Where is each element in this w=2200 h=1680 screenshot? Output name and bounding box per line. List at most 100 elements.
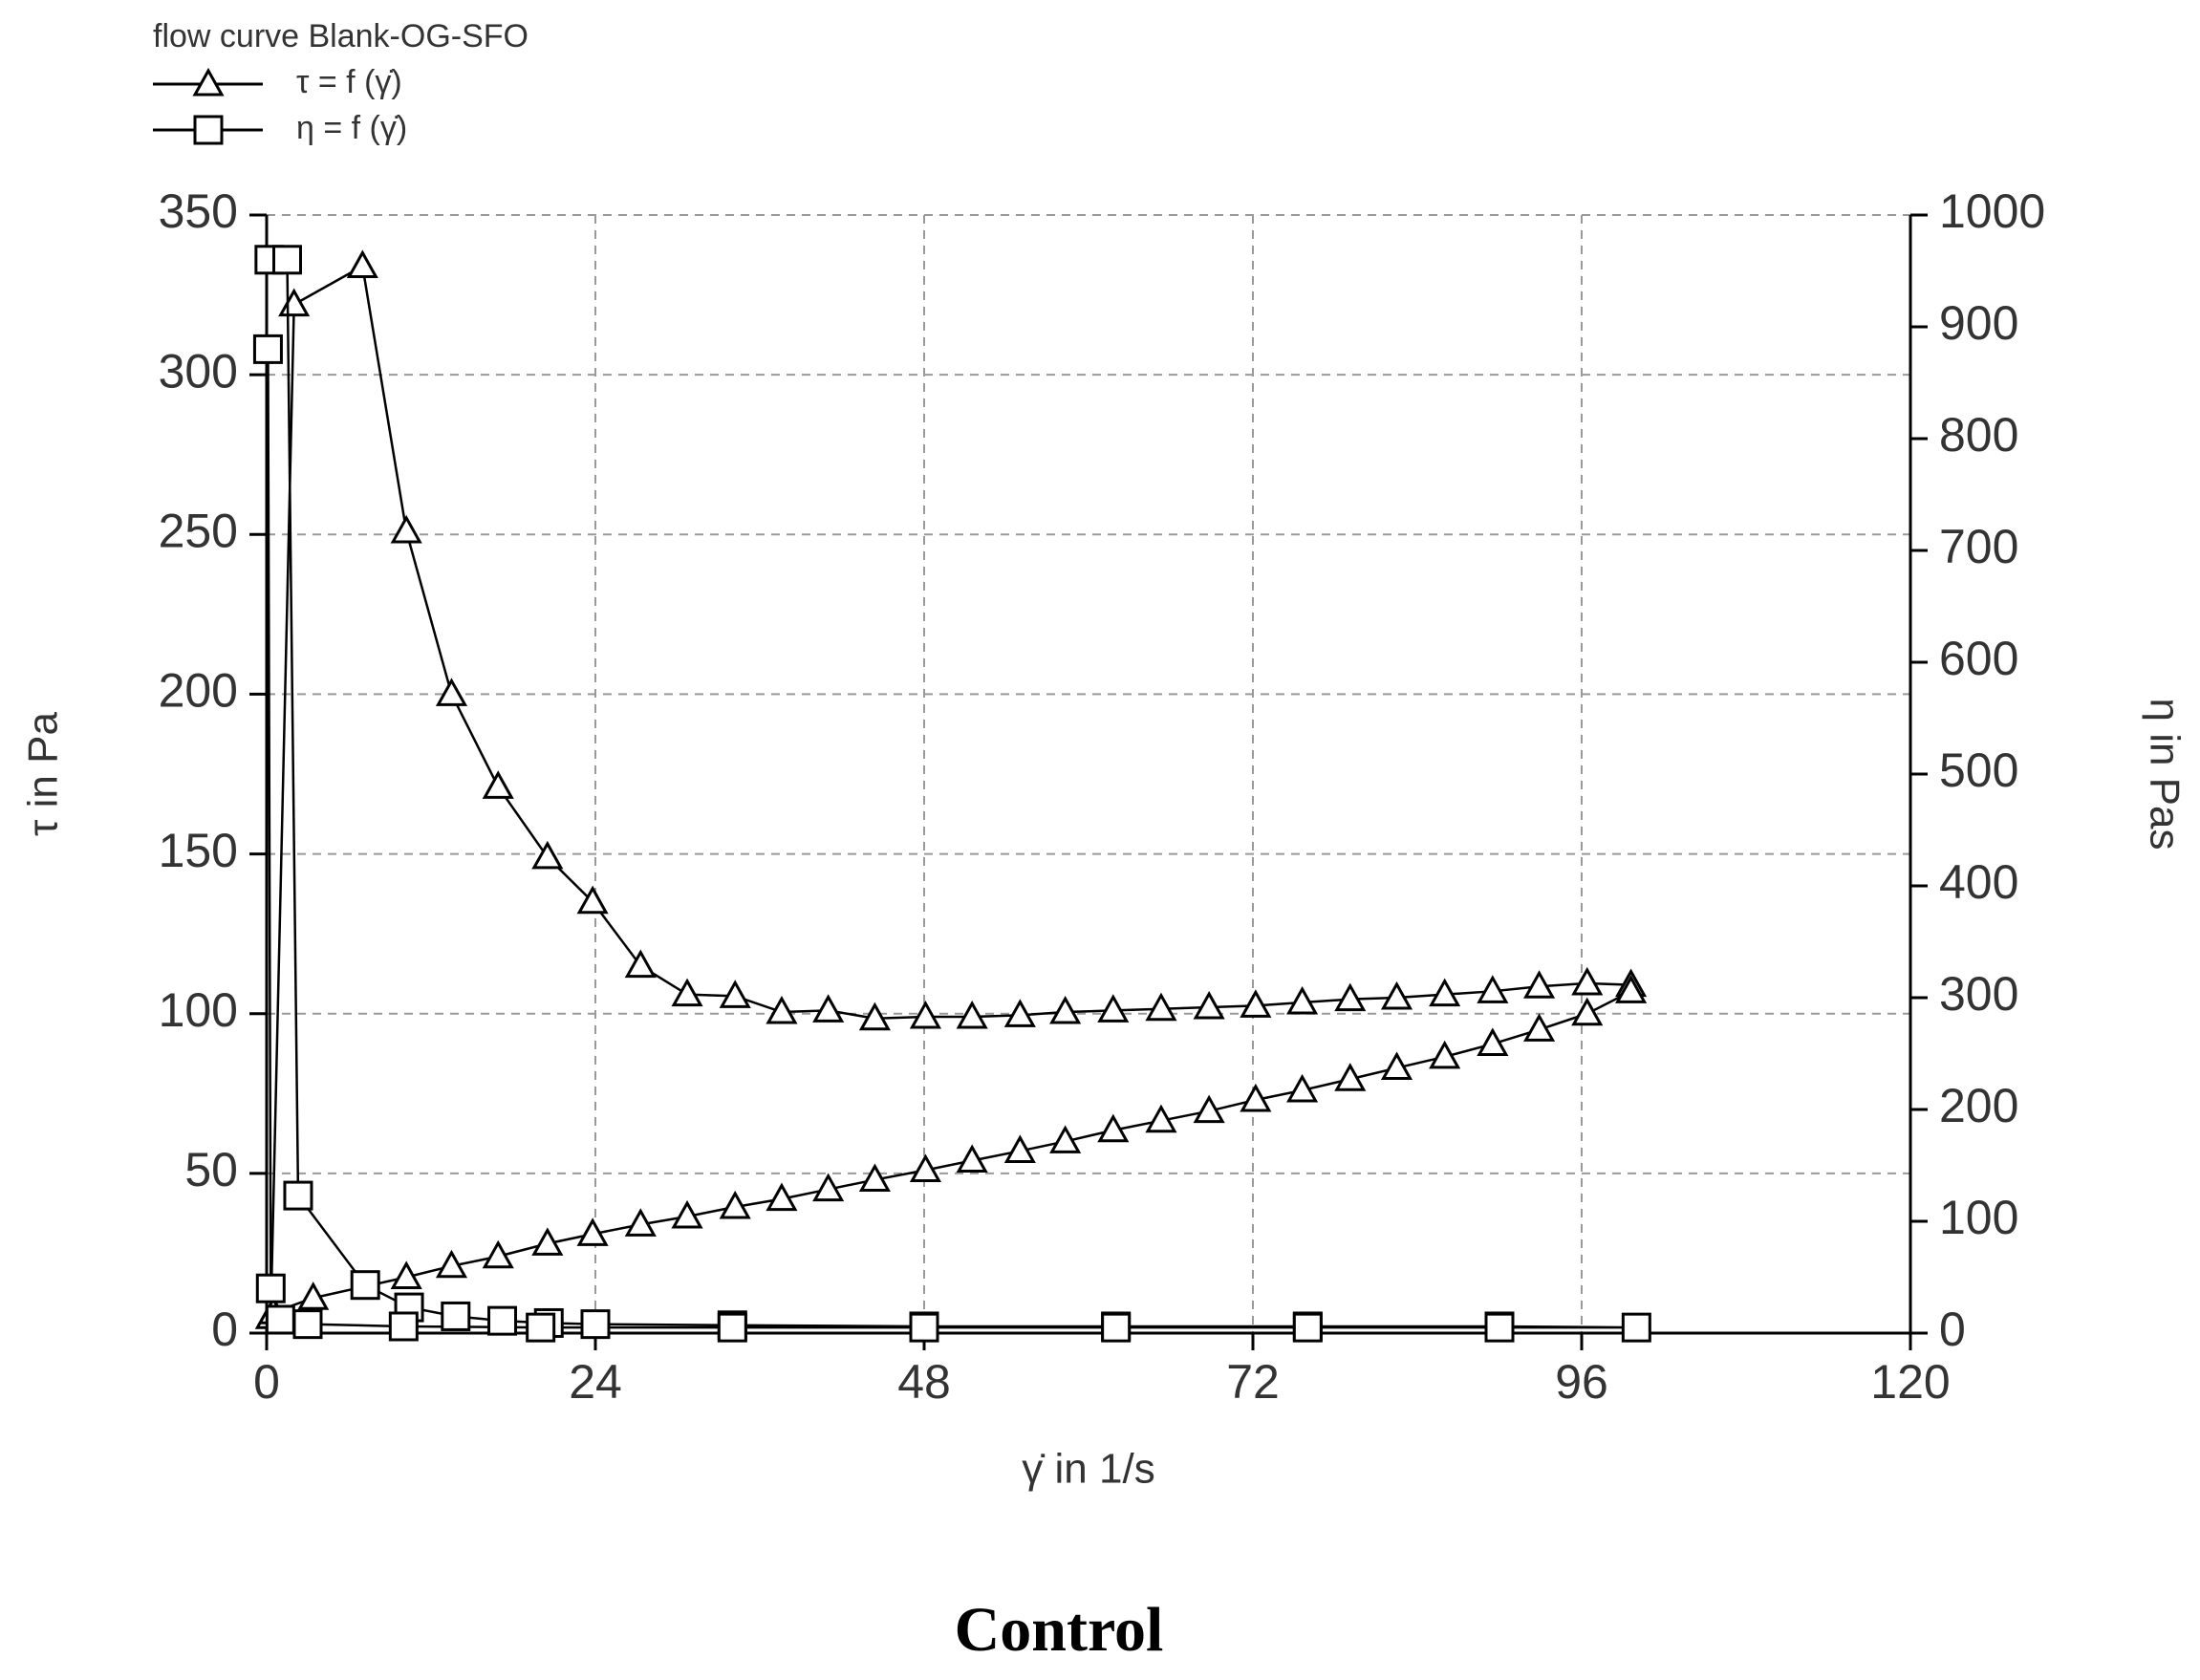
marker	[1145, 1104, 1177, 1133]
y2-tick-label: 200	[1939, 1079, 2018, 1132]
legend-marker	[193, 115, 224, 145]
marker	[1429, 978, 1461, 1007]
marker	[388, 1311, 419, 1342]
marker	[526, 1312, 556, 1343]
marker	[1097, 994, 1130, 1023]
marker	[671, 978, 703, 1007]
marker	[719, 1190, 751, 1219]
marker	[1049, 1125, 1082, 1153]
marker	[390, 1260, 422, 1289]
marker	[1240, 1083, 1272, 1112]
y-tick-label: 300	[159, 344, 238, 398]
series-line	[267, 258, 1637, 1329]
x-tick-label: 24	[569, 1355, 622, 1409]
marker	[858, 1002, 891, 1031]
y2-tick-label: 500	[1939, 743, 2018, 797]
marker	[1145, 992, 1177, 1022]
marker	[1292, 1312, 1323, 1343]
y-tick-label: 150	[159, 824, 238, 877]
x-tick-label: 120	[1870, 1355, 1950, 1409]
marker	[766, 1182, 798, 1212]
marker	[297, 1282, 330, 1310]
marker	[1193, 990, 1225, 1020]
marker	[1286, 1073, 1319, 1103]
marker	[1429, 1040, 1461, 1069]
marker	[252, 334, 283, 364]
marker	[1477, 975, 1509, 1003]
y2-tick-label: 600	[1939, 632, 2018, 685]
marker	[531, 840, 564, 870]
marker	[812, 1173, 845, 1202]
legend-marker	[192, 67, 225, 97]
marker	[1334, 982, 1367, 1012]
marker	[265, 1304, 295, 1335]
y2-tick-label: 0	[1939, 1303, 1966, 1356]
x-axis-label: γ̇ in 1/s	[1022, 1446, 1154, 1493]
y2-axis-label: η in Pas	[2141, 699, 2188, 851]
marker	[1615, 975, 1648, 1003]
y2-tick-label: 100	[1939, 1191, 2018, 1244]
marker	[1523, 1013, 1556, 1042]
marker	[909, 1000, 941, 1029]
marker	[1049, 995, 1082, 1024]
y-axis-label: τ in Pa	[20, 712, 67, 836]
y-tick-label: 0	[211, 1303, 238, 1356]
marker	[1097, 1113, 1130, 1143]
marker	[487, 1305, 518, 1336]
marker	[1193, 1094, 1225, 1124]
y-tick-label: 350	[159, 184, 238, 238]
marker	[482, 1239, 514, 1269]
y2-tick-label: 300	[1939, 967, 2018, 1021]
caption: Control	[955, 1595, 1164, 1665]
marker	[1477, 1027, 1509, 1056]
x-tick-label: 48	[897, 1355, 951, 1409]
marker	[1286, 985, 1319, 1015]
x-tick-label: 72	[1226, 1355, 1280, 1409]
marker	[671, 1199, 703, 1229]
marker	[1523, 970, 1556, 999]
y2-tick-label: 800	[1939, 408, 2018, 462]
marker	[624, 949, 657, 979]
marker	[766, 995, 798, 1024]
y2-tick-label: 400	[1939, 855, 2018, 909]
marker	[346, 249, 378, 278]
marker	[435, 678, 468, 706]
marker	[1380, 1051, 1413, 1081]
marker	[390, 514, 422, 544]
marker	[1003, 999, 1036, 1027]
y2-tick-label: 700	[1939, 520, 2018, 573]
marker	[283, 1180, 313, 1211]
legend-title: flow curve Blank-OG-SFO	[153, 18, 528, 54]
series-line	[270, 264, 1632, 1318]
marker	[292, 1309, 323, 1340]
marker	[956, 1144, 988, 1173]
marker	[441, 1301, 471, 1331]
marker	[1571, 997, 1604, 1026]
marker	[1571, 966, 1604, 996]
y2-tick-label: 1000	[1939, 184, 2045, 238]
marker	[482, 770, 514, 799]
marker	[909, 1153, 941, 1183]
marker	[1003, 1134, 1036, 1163]
y2-tick-label: 900	[1939, 296, 2018, 350]
marker	[255, 1273, 286, 1303]
marker	[719, 980, 751, 1008]
marker	[1380, 980, 1413, 1010]
y-tick-label: 50	[184, 1143, 238, 1196]
marker	[956, 1000, 988, 1029]
y-tick-label: 250	[159, 504, 238, 557]
marker	[576, 1217, 609, 1246]
marker	[576, 885, 609, 915]
x-tick-label: 0	[253, 1355, 280, 1409]
marker	[531, 1227, 564, 1256]
marker	[272, 245, 302, 275]
marker	[580, 1309, 611, 1340]
x-tick-label: 96	[1555, 1355, 1608, 1409]
marker	[1621, 1312, 1651, 1343]
y-tick-label: 200	[159, 664, 238, 718]
marker	[350, 1270, 380, 1301]
marker	[278, 288, 311, 317]
legend-label: η = f (γ̇)	[296, 110, 407, 146]
